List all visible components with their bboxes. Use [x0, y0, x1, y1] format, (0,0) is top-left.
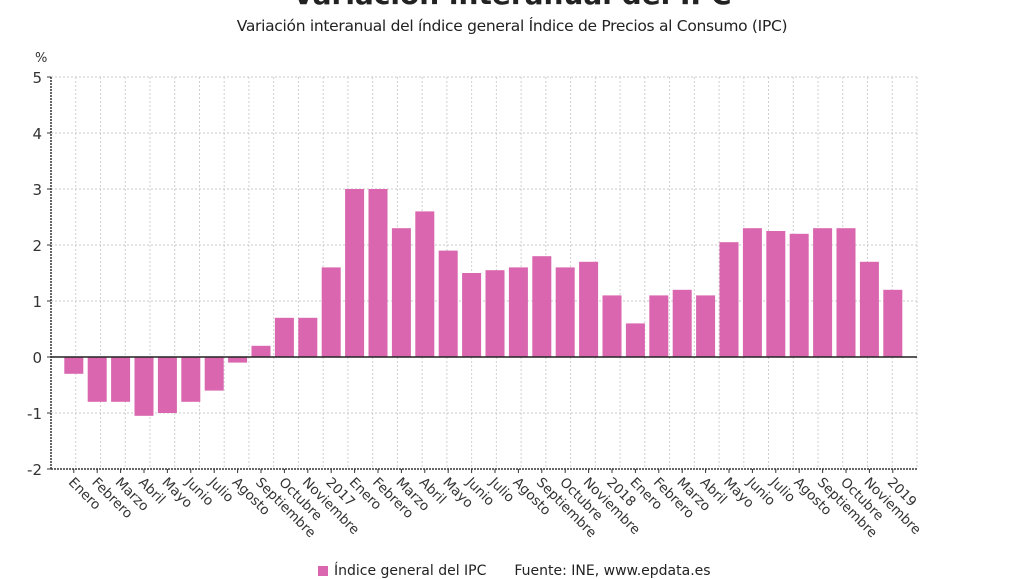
- bar: [719, 242, 739, 357]
- bar: [602, 295, 622, 357]
- bars: [64, 189, 903, 416]
- bar: [789, 233, 809, 357]
- chart-title: Variación interanual del IPC: [0, 0, 1024, 11]
- bar: [111, 357, 131, 402]
- bar: [157, 357, 177, 413]
- bar: [345, 189, 365, 357]
- y-tick-label: 5: [32, 69, 42, 87]
- y-tick-label: 2: [32, 237, 42, 255]
- bar: [274, 317, 294, 357]
- legend-swatch: [318, 566, 328, 576]
- bar: [228, 357, 248, 363]
- bar: [508, 267, 528, 357]
- y-axis-label: %: [35, 51, 47, 66]
- bar: [298, 317, 318, 357]
- bar: [134, 357, 154, 416]
- y-tick-label: 4: [32, 125, 42, 143]
- bar: [204, 357, 224, 391]
- bar: [649, 295, 669, 357]
- bar: [64, 357, 84, 374]
- y-tick-label: -2: [27, 461, 42, 479]
- bar: [813, 228, 833, 357]
- x-tick-labels: EneroFebreroMarzoAbrilMayoJunioJulioAgos…: [65, 474, 924, 541]
- grid-lines: [51, 76, 918, 469]
- bar: [391, 228, 411, 357]
- legend: Índice general del IPC Fuente: INE, www.…: [318, 563, 711, 579]
- bar: [672, 289, 692, 357]
- chart-subtitle: Variación interanual del índice general …: [236, 17, 788, 35]
- bar: [742, 228, 762, 357]
- bar: [438, 250, 458, 357]
- bar: [555, 267, 575, 357]
- y-tick-label: 0: [32, 349, 42, 367]
- axes: [47, 76, 917, 473]
- source-text: Fuente: INE, www.epdata.es: [514, 563, 711, 579]
- bar: [462, 273, 482, 357]
- bar: [696, 295, 716, 357]
- bar: [368, 189, 388, 357]
- y-tick-label: 1: [32, 293, 42, 311]
- bar: [836, 228, 856, 357]
- bar: [87, 357, 107, 402]
- bar: [251, 345, 271, 357]
- bar: [321, 267, 341, 357]
- bar: [485, 270, 505, 357]
- y-tick-labels: 5 4 3 2 1 0 -1 -2: [27, 69, 42, 479]
- bar: [579, 261, 599, 357]
- bar: [859, 261, 879, 357]
- legend-label: Índice general del IPC: [334, 563, 487, 579]
- bar: [625, 323, 645, 357]
- bar: [766, 231, 786, 357]
- y-tick-label: 3: [32, 181, 42, 199]
- bar: [883, 289, 903, 357]
- y-tick-label: -1: [27, 405, 42, 423]
- bar: [415, 211, 435, 357]
- bar: [532, 256, 552, 357]
- bar: [181, 357, 201, 402]
